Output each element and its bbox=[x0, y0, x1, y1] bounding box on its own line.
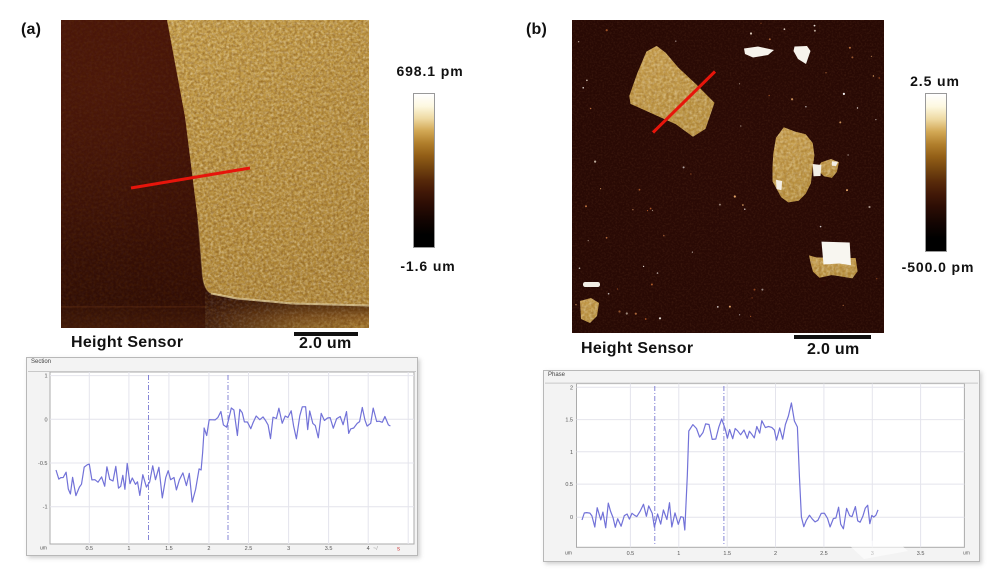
svg-text:0.5: 0.5 bbox=[627, 551, 635, 557]
svg-text:2.5: 2.5 bbox=[820, 551, 828, 557]
svg-text:0.5: 0.5 bbox=[565, 482, 573, 488]
svg-text:um: um bbox=[963, 551, 970, 557]
svg-text:1: 1 bbox=[44, 374, 47, 380]
svg-text:um: um bbox=[565, 551, 572, 557]
svg-text:-1: -1 bbox=[43, 505, 48, 511]
svg-text:-0.5: -0.5 bbox=[38, 461, 47, 467]
svg-text:0.5: 0.5 bbox=[85, 546, 93, 552]
svg-text:1.5: 1.5 bbox=[723, 551, 731, 557]
svg-text:1: 1 bbox=[570, 450, 573, 456]
svg-text:1.5: 1.5 bbox=[165, 546, 173, 552]
svg-text:0: 0 bbox=[44, 417, 47, 423]
svg-text:1: 1 bbox=[127, 546, 130, 552]
svg-text:2: 2 bbox=[774, 551, 777, 557]
svg-text:s: s bbox=[397, 547, 400, 553]
svg-text:~/: ~/ bbox=[373, 546, 378, 552]
svg-text:3.5: 3.5 bbox=[917, 551, 925, 557]
svg-text:3.5: 3.5 bbox=[325, 546, 333, 552]
svg-text:0: 0 bbox=[570, 515, 573, 521]
svg-text:3: 3 bbox=[287, 546, 290, 552]
svg-text:2: 2 bbox=[570, 385, 573, 391]
svg-text:1.5: 1.5 bbox=[565, 418, 573, 424]
svg-text:2: 2 bbox=[207, 546, 210, 552]
svg-text:4: 4 bbox=[367, 546, 370, 552]
svg-text:um: um bbox=[40, 546, 47, 552]
svg-text:1: 1 bbox=[677, 551, 680, 557]
svg-text:2.5: 2.5 bbox=[245, 546, 253, 552]
